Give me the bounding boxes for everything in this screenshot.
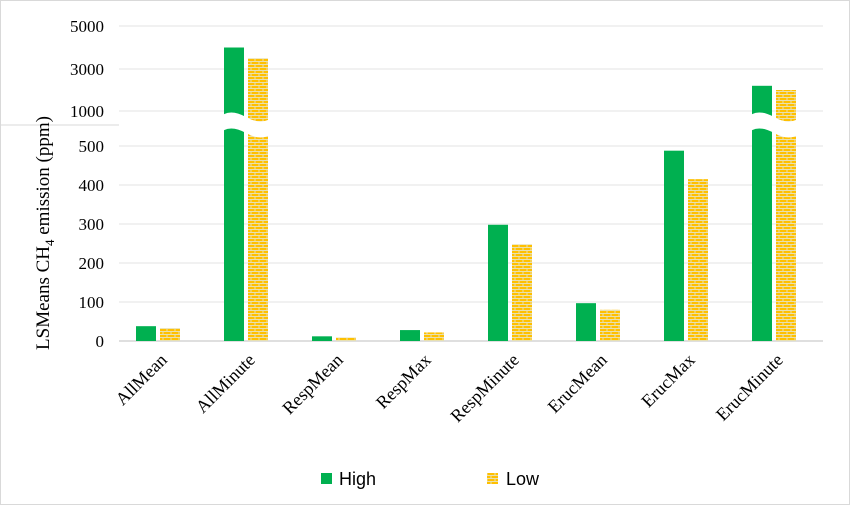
- bar-high-respmax: [400, 330, 420, 341]
- x-tick-label: RespMax: [372, 350, 435, 413]
- x-tick-label: ErucMean: [544, 350, 611, 417]
- bar-low-respmax: [424, 332, 444, 341]
- legend-label-high: High: [339, 469, 376, 489]
- bar-low-allmean: [160, 328, 180, 341]
- y-tick-label: 200: [79, 254, 105, 273]
- bar-low-erucmax: [688, 179, 708, 341]
- legend-swatch-low: [487, 473, 498, 484]
- legend-swatch-high: [321, 473, 332, 484]
- x-tick-label: ErucMinute: [712, 350, 787, 425]
- axis-break-marks: [218, 112, 802, 138]
- y-tick-label: 400: [79, 176, 105, 195]
- x-tick-label: AllMinute: [192, 350, 259, 417]
- x-tick-label: RespMean: [278, 350, 347, 419]
- bar-low-respminute: [512, 244, 532, 341]
- x-tick-label: ErucMax: [637, 350, 699, 412]
- y-tick-label: 5000: [70, 17, 104, 36]
- y-tick-label: 3000: [70, 60, 104, 79]
- x-tick-label: RespMinute: [446, 350, 522, 426]
- break-mark: [746, 112, 802, 138]
- legend-label-low: Low: [506, 469, 540, 489]
- bars: [136, 47, 796, 341]
- x-tick-label: AllMean: [111, 350, 170, 409]
- y-tick-label: 0: [96, 332, 105, 351]
- bar-high-erucminute: [752, 85, 772, 341]
- bar-low-allminute: [248, 58, 268, 341]
- bar-high-allmean: [136, 326, 156, 341]
- bar-low-erucmean: [600, 309, 620, 341]
- bar-high-erucmax: [664, 150, 684, 341]
- bar-low-erucminute: [776, 90, 796, 341]
- y-tick-label: 500: [79, 137, 105, 156]
- bar-high-erucmean: [576, 303, 596, 341]
- bar-low-respmean: [336, 337, 356, 341]
- y-axis-label: LSMeans CH4 emission (ppm): [33, 116, 57, 350]
- x-axis-labels: AllMean AllMinute RespMean RespMax RespMinut…: [111, 350, 786, 426]
- bar-high-respmean: [312, 336, 332, 341]
- y-tick-label: 100: [79, 293, 105, 312]
- bar-high-allminute: [224, 47, 244, 341]
- y-tick-label: 300: [79, 215, 105, 234]
- y-tick-label: 1000: [70, 102, 104, 121]
- y-axis-ticks: 0 100 200 300 400 500 1000 3000 5000: [70, 17, 104, 351]
- bar-high-respminute: [488, 224, 508, 341]
- legend: High Low: [321, 469, 540, 489]
- break-mark: [218, 112, 274, 138]
